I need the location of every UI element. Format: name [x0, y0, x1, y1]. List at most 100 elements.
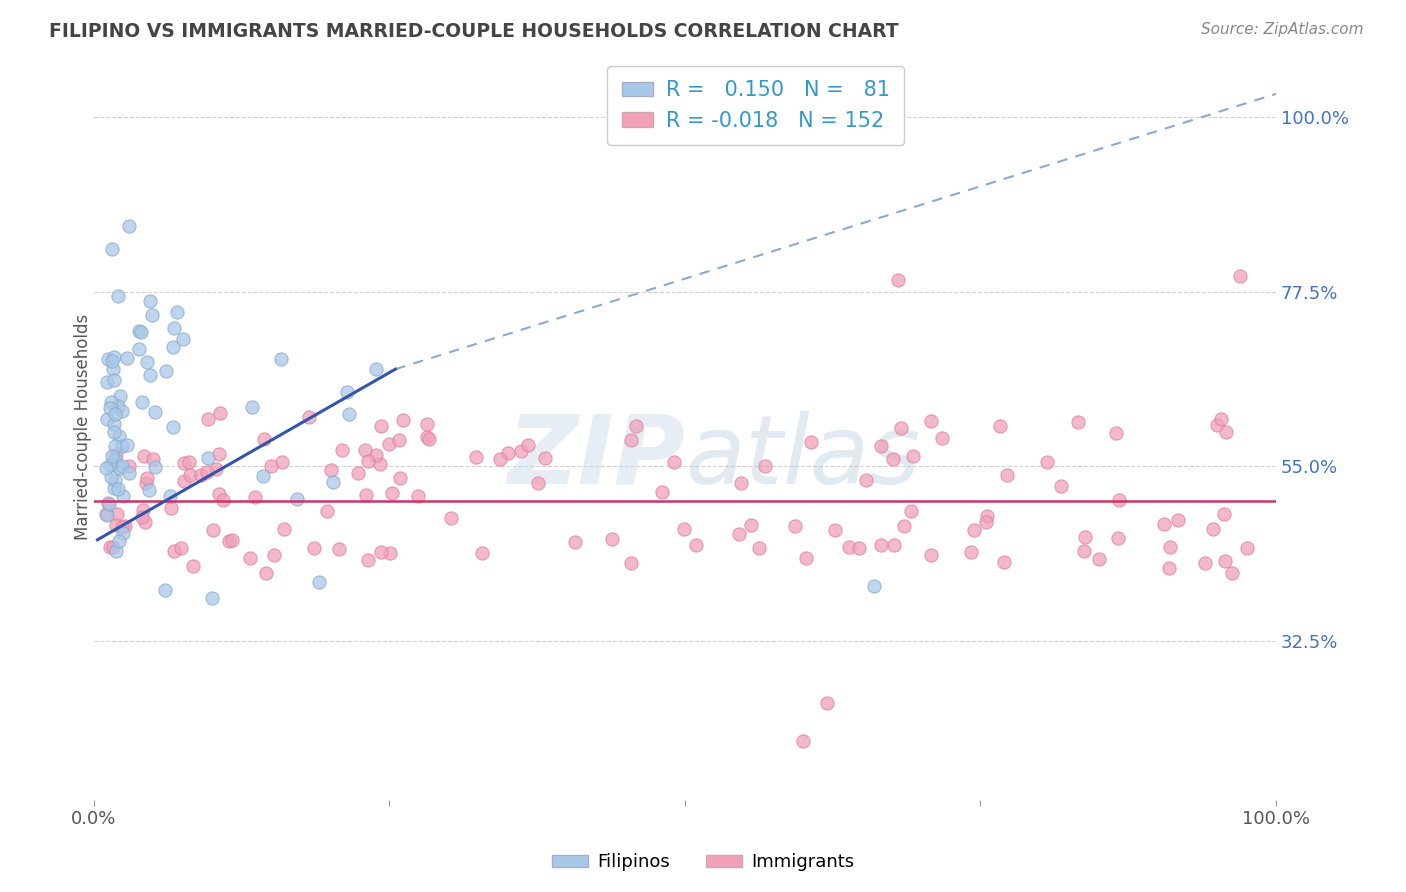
Point: [366, 448, 388, 462]
Point: [202, 523, 225, 537]
Point: [172, 332, 194, 346]
Point: [111, 404, 134, 418]
Point: [135, 475, 157, 490]
Point: [304, 541, 326, 555]
Point: [662, 454, 685, 468]
Point: [163, 321, 186, 335]
Point: [162, 420, 184, 434]
Point: [730, 475, 752, 490]
Point: [212, 493, 235, 508]
Point: [101, 361, 124, 376]
Point: [197, 465, 219, 479]
Point: [205, 461, 228, 475]
Point: [252, 469, 274, 483]
Point: [415, 430, 437, 444]
Point: [672, 522, 695, 536]
Point: [243, 491, 266, 505]
Point: [104, 439, 127, 453]
Point: [105, 507, 128, 521]
Point: [253, 432, 276, 446]
Point: [103, 373, 125, 387]
Point: [96, 376, 118, 390]
Point: [103, 425, 125, 439]
Point: [498, 446, 520, 460]
Point: [1202, 522, 1225, 536]
Point: [330, 442, 353, 457]
Point: [600, 532, 623, 546]
Point: [263, 548, 285, 562]
Point: [378, 437, 401, 451]
Point: [328, 541, 350, 556]
Point: [136, 355, 159, 369]
Point: [209, 406, 232, 420]
Point: [900, 504, 922, 518]
Point: [97, 496, 120, 510]
Point: [748, 541, 770, 555]
Point: [883, 538, 905, 552]
Point: [1222, 566, 1244, 580]
Text: ZIP: ZIP: [508, 410, 685, 504]
Point: [1215, 425, 1237, 439]
Point: [108, 389, 131, 403]
Point: [129, 325, 152, 339]
Point: [142, 452, 165, 467]
Point: [179, 467, 201, 482]
Point: [131, 394, 153, 409]
Point: [740, 518, 762, 533]
Point: [308, 575, 330, 590]
Point: [1087, 551, 1109, 566]
Point: [143, 459, 166, 474]
Point: [208, 487, 231, 501]
Point: [509, 444, 531, 458]
Point: [100, 242, 122, 256]
Point: [620, 433, 643, 447]
Point: [995, 468, 1018, 483]
Point: [270, 455, 292, 469]
Point: [105, 544, 128, 558]
Point: [651, 485, 673, 500]
Point: [111, 459, 134, 474]
Point: [347, 467, 370, 481]
Point: [754, 458, 776, 473]
Point: [107, 400, 129, 414]
Point: [416, 417, 439, 431]
Point: [370, 419, 392, 434]
Point: [1213, 554, 1236, 568]
Point: [517, 438, 540, 452]
Point: [160, 501, 183, 516]
Point: [162, 340, 184, 354]
Point: [391, 413, 413, 427]
Point: [368, 457, 391, 471]
Point: [118, 459, 141, 474]
Point: [322, 475, 344, 490]
Point: [1153, 517, 1175, 532]
Point: [190, 467, 212, 482]
Point: [685, 538, 707, 552]
Point: [103, 417, 125, 431]
Point: [886, 273, 908, 287]
Point: [96, 508, 118, 522]
Point: [794, 551, 817, 566]
Point: [239, 550, 262, 565]
Point: [96, 412, 118, 426]
Point: [118, 466, 141, 480]
Point: [389, 470, 412, 484]
Point: [197, 451, 219, 466]
Point: [118, 219, 141, 233]
Point: [101, 354, 124, 368]
Point: [183, 559, 205, 574]
Point: [824, 523, 846, 537]
Point: [104, 518, 127, 533]
Point: [893, 519, 915, 533]
Point: [254, 566, 277, 580]
Point: [440, 510, 463, 524]
Point: [963, 523, 986, 537]
Point: [298, 410, 321, 425]
Point: [815, 696, 838, 710]
Point: [620, 556, 643, 570]
Point: [1067, 415, 1090, 429]
Point: [101, 449, 124, 463]
Text: Source: ZipAtlas.com: Source: ZipAtlas.com: [1201, 22, 1364, 37]
Point: [159, 489, 181, 503]
Point: [136, 471, 159, 485]
